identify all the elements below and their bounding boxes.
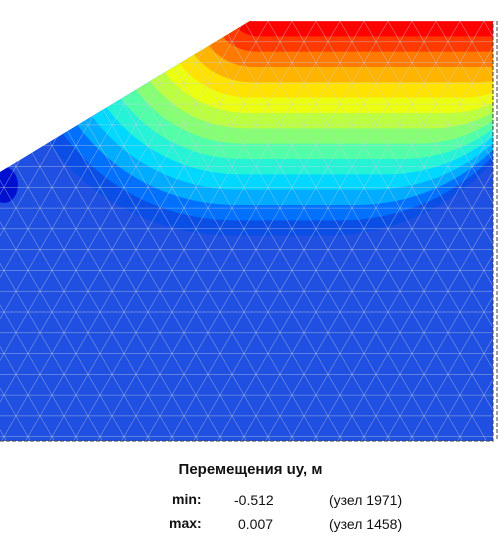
minimum-spot (0, 167, 18, 203)
max-value: 0.007 (238, 516, 274, 532)
fe-mesh (0, 21, 493, 441)
min-label: min: (172, 491, 202, 507)
max-label: max: (169, 515, 202, 531)
legend-title: Перемещения uy, м (178, 461, 323, 478)
min-value: -0.512 (234, 492, 274, 508)
min-node: (узел 1971) (329, 492, 403, 508)
mesh-lines (0, 21, 493, 441)
domain-boundary (0, 21, 494, 442)
max-node: (узел 1458) (329, 516, 403, 532)
displacement-contour-plot (0, 21, 498, 442)
contour-band (232, 21, 493, 37)
